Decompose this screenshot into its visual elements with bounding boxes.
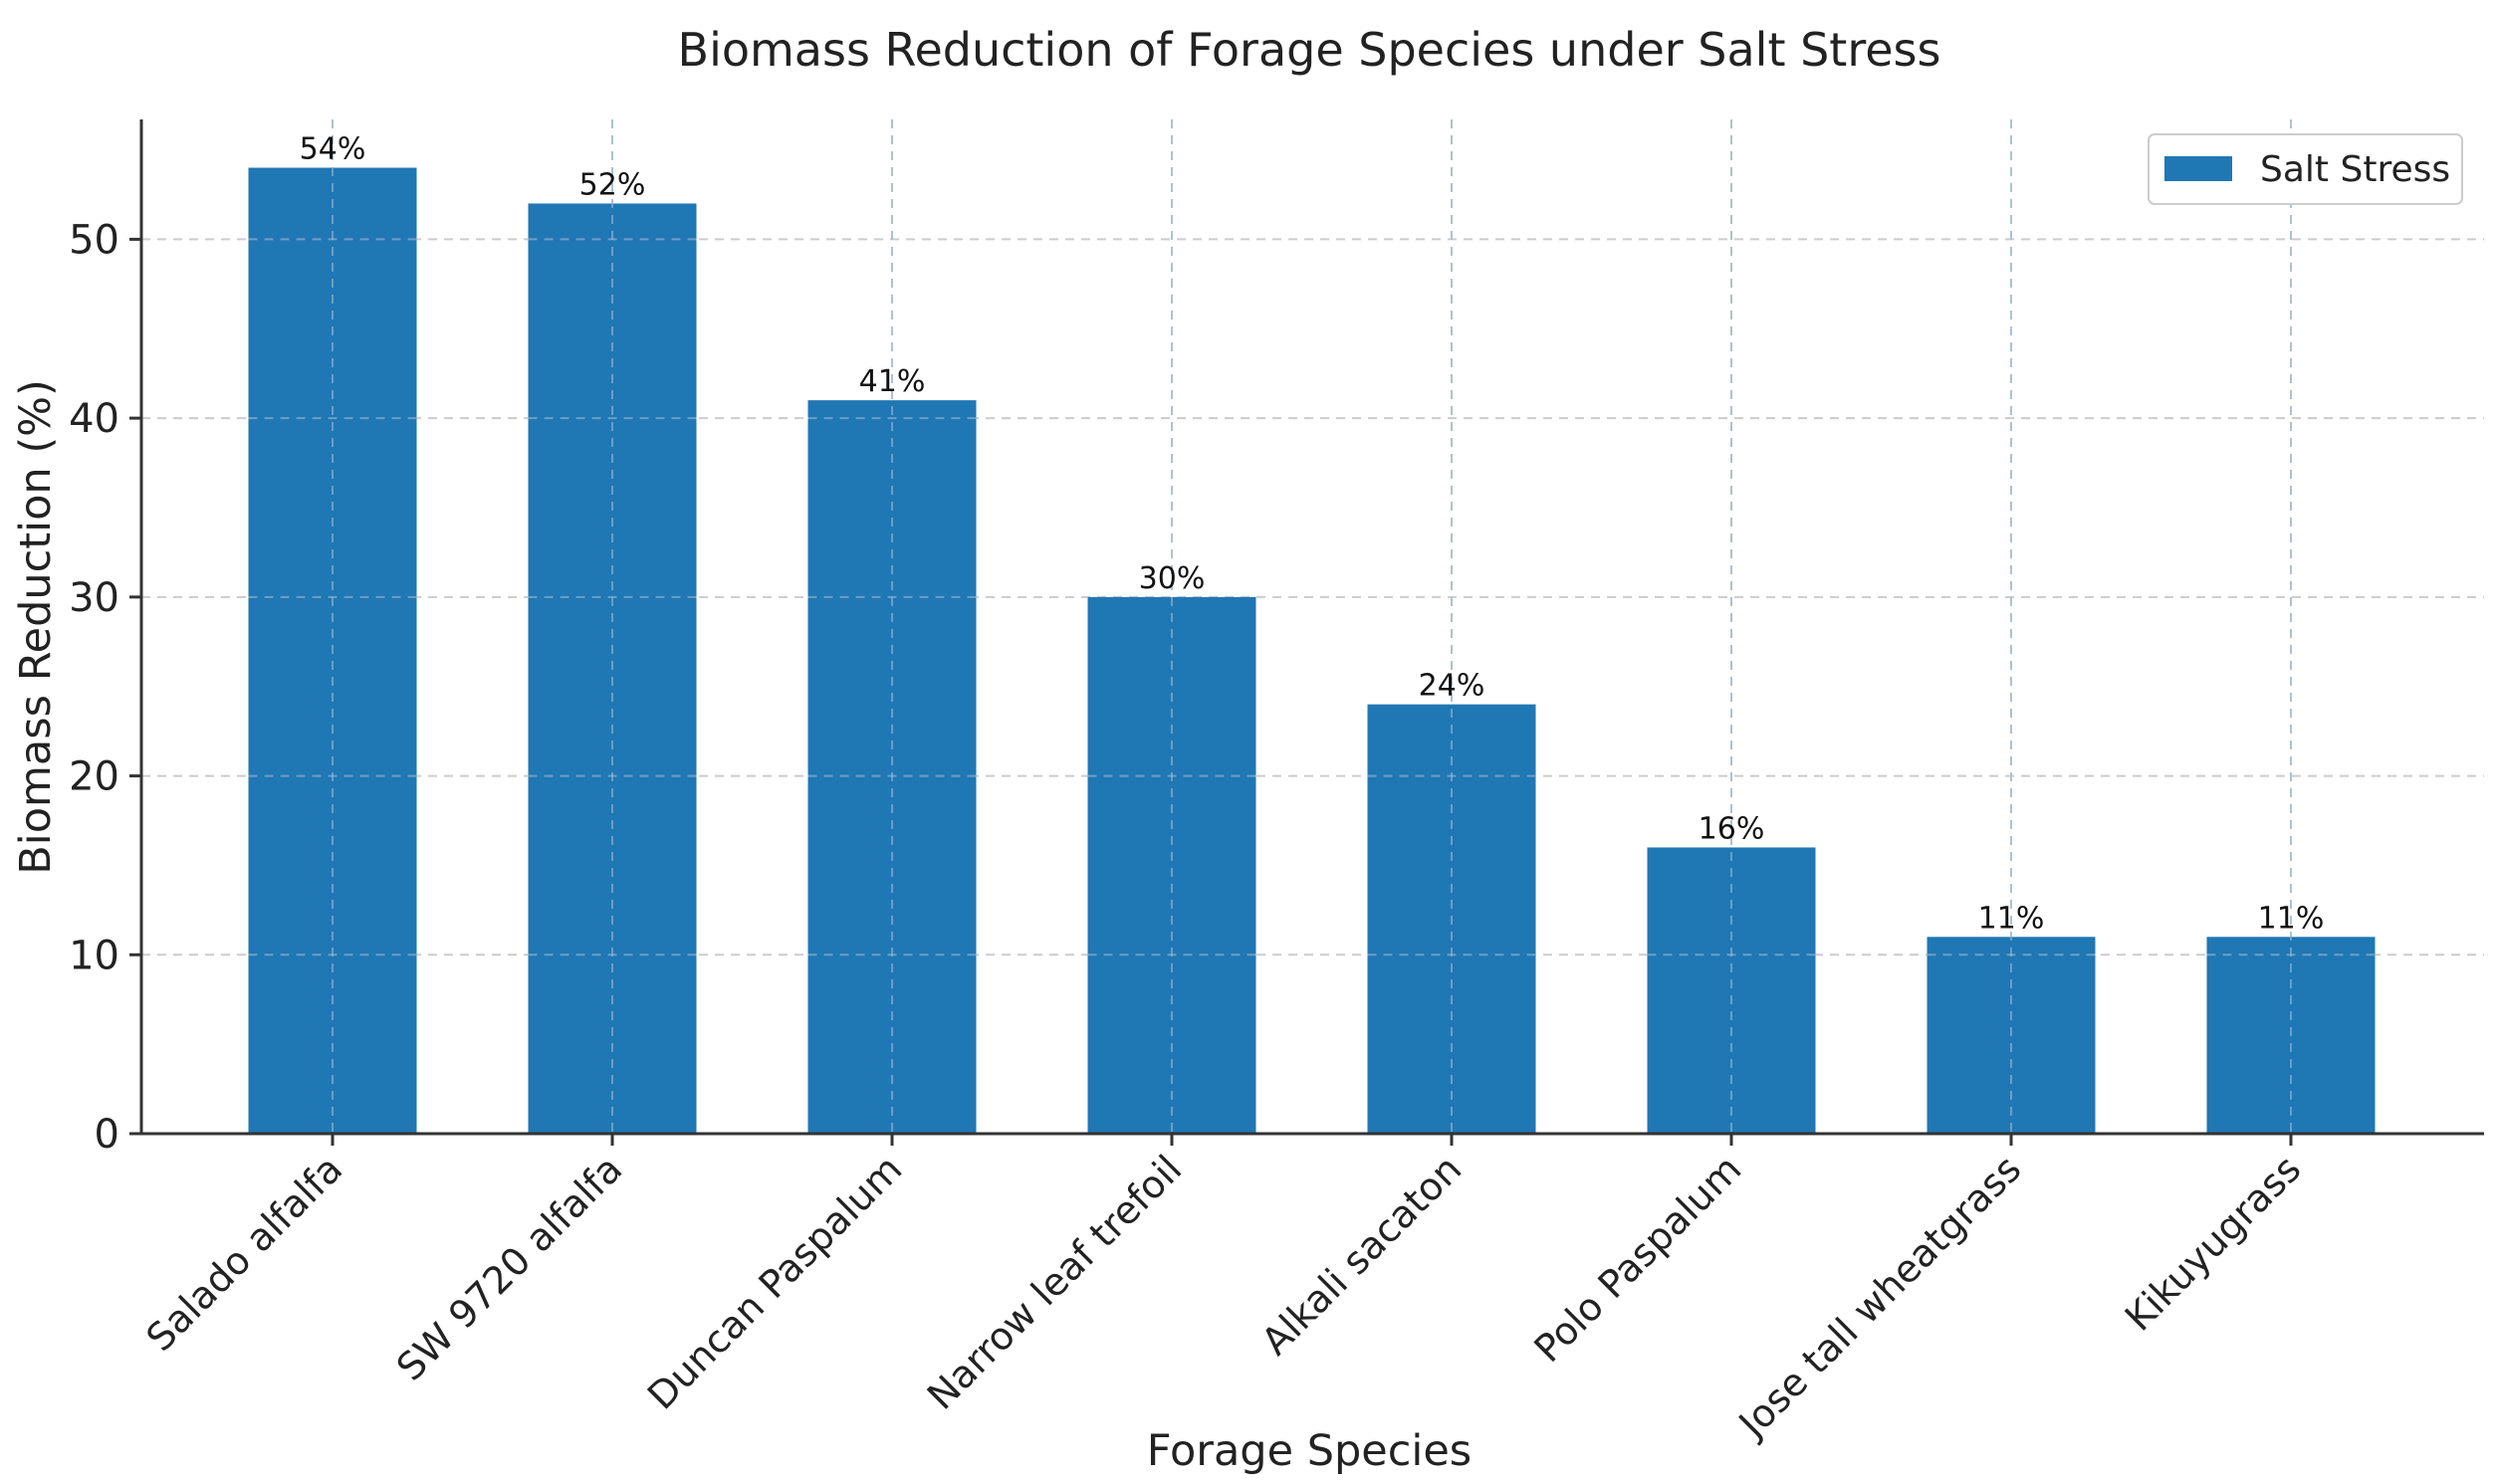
y-tick-label: 0 bbox=[95, 1112, 119, 1158]
legend-swatch bbox=[2164, 156, 2232, 181]
data-label: 54% bbox=[300, 132, 366, 167]
data-label: 41% bbox=[859, 364, 926, 399]
axes-layer bbox=[129, 119, 2484, 1146]
y-tick-label: 50 bbox=[69, 217, 119, 263]
grid-layer bbox=[141, 119, 2484, 1134]
bar bbox=[1647, 847, 1816, 1134]
x-tick-label: Polo Paspalum bbox=[1525, 1147, 1749, 1371]
x-tick-label: Narrow leaf trefoil bbox=[919, 1147, 1190, 1417]
y-tick-label: 20 bbox=[69, 754, 119, 800]
y-tick-label: 30 bbox=[69, 575, 119, 621]
data-label: 11% bbox=[2258, 901, 2325, 936]
x-axis-label: Forage Species bbox=[1147, 1426, 1472, 1476]
x-tick-label: Jose tall wheatgrass bbox=[1729, 1147, 2030, 1447]
data-label: 30% bbox=[1139, 561, 1206, 596]
y-tick-label: 40 bbox=[69, 396, 119, 442]
data-label: 52% bbox=[579, 167, 646, 202]
legend-box bbox=[2148, 133, 2463, 205]
data-label: 11% bbox=[1978, 901, 2045, 936]
chart-title: Biomass Reduction of Forage Species unde… bbox=[678, 23, 1941, 77]
legend: Salt Stress bbox=[2148, 133, 2463, 205]
y-axis-label: Biomass Reduction (%) bbox=[11, 379, 61, 875]
data-label: 16% bbox=[1699, 811, 1765, 846]
data-label: 24% bbox=[1419, 669, 1485, 704]
x-tick-label: Alkali sacaton bbox=[1253, 1147, 1471, 1364]
x-tick-label: Salado alfalfa bbox=[138, 1147, 351, 1360]
x-tick-label: Duncan Paspalum bbox=[639, 1147, 910, 1417]
y-tick-label: 10 bbox=[69, 933, 119, 978]
x-tick-label: SW 9720 alfalfa bbox=[388, 1147, 630, 1388]
x-tick-label: Kikuyugrass bbox=[2117, 1147, 2309, 1339]
legend-label: Salt Stress bbox=[2260, 149, 2450, 190]
bars-layer bbox=[248, 119, 2376, 1134]
